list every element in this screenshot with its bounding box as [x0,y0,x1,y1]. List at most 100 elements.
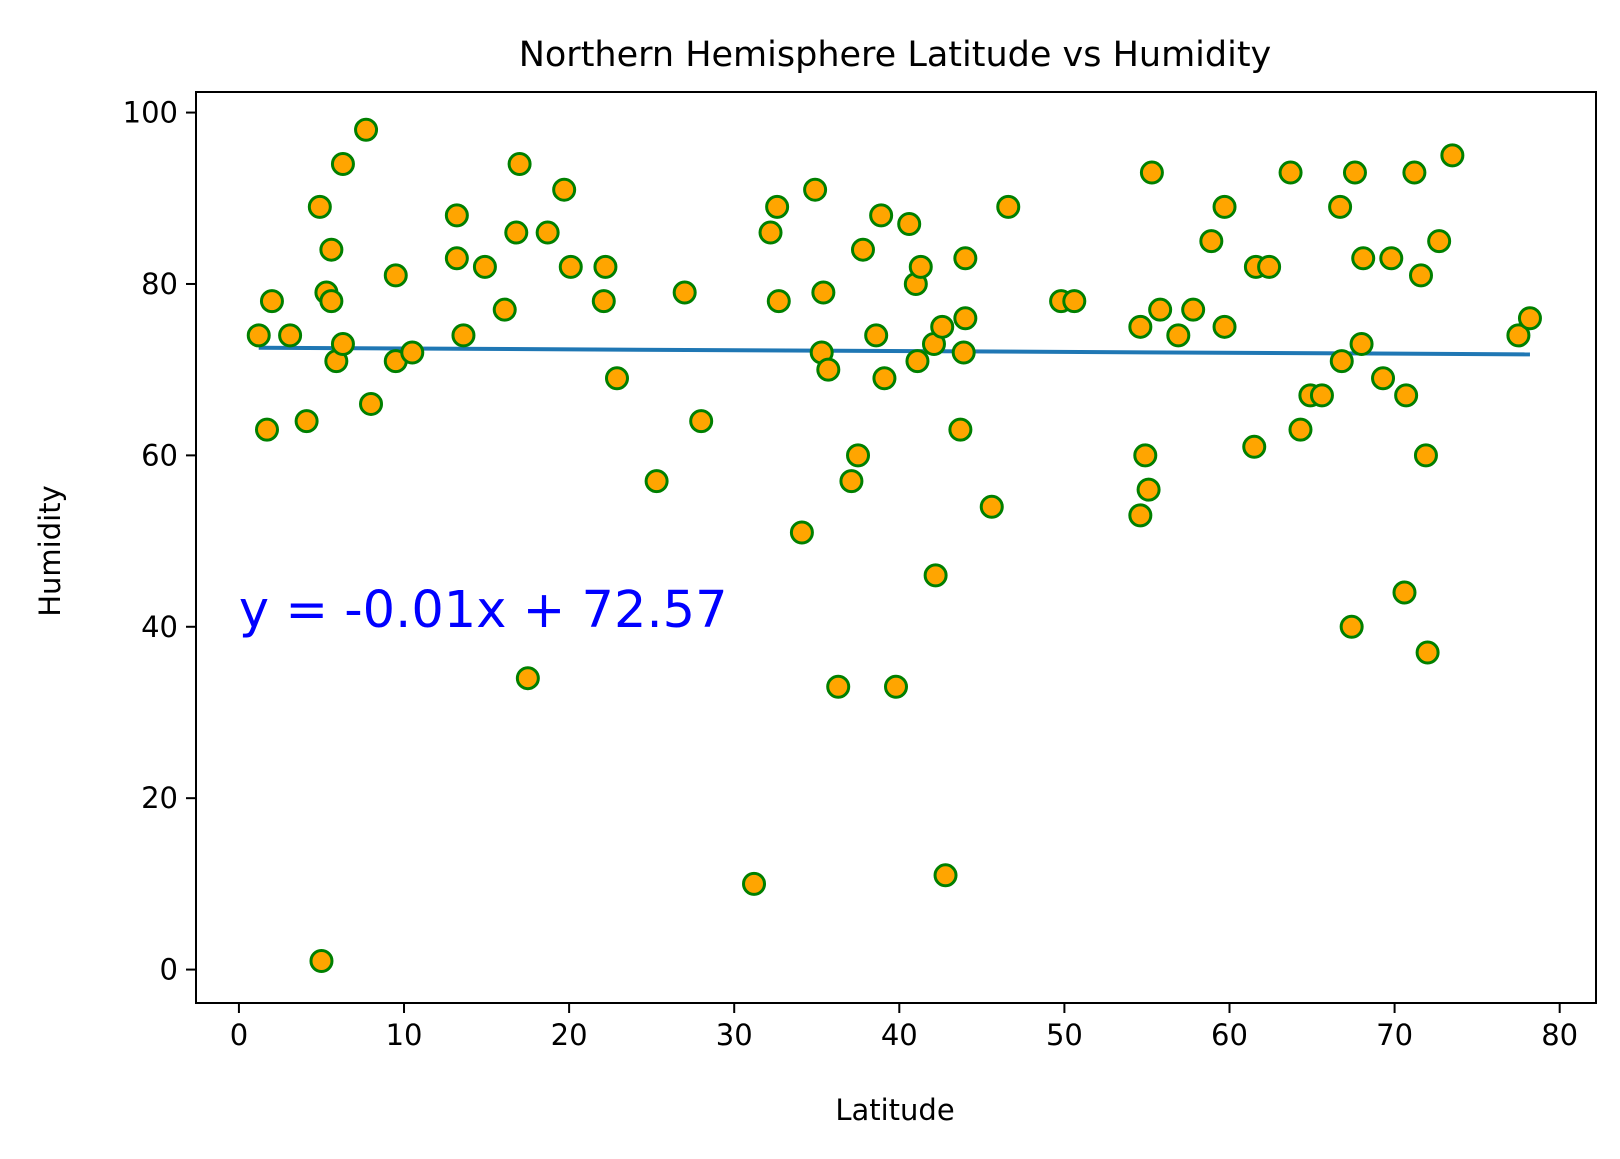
scatter-point [330,331,355,356]
scatter-point [1139,160,1164,185]
scatter-point [1392,580,1417,605]
scatter-point [930,314,955,339]
scatter-point [354,117,379,142]
scatter-point [246,323,271,348]
scatter-point [908,254,933,279]
scatter-point [507,151,532,176]
scatter-point [742,871,767,896]
x-tick-label: 40 [881,1018,918,1052]
scatter-point [552,177,577,202]
scatter-point [504,220,529,245]
y-tick-label: 100 [123,96,178,130]
scatter-point [1212,194,1237,219]
scatter-point [604,366,629,391]
scatter-point [535,220,560,245]
scatter-point [765,194,790,219]
scatter-point [1413,443,1438,468]
scatter-point [1199,229,1224,254]
scatter-point [951,340,976,365]
scatter-point [1212,314,1237,339]
x-tick-label: 60 [1211,1018,1248,1052]
scatter-point [953,246,978,271]
scatter-point [1379,246,1404,271]
scatter-point [1166,323,1191,348]
x-axis: 0 10 20 30 40 50 60 70 80 [230,1003,1578,1052]
regression-equation: y = -0.01x + 72.57 [239,581,728,640]
scatter-point [826,674,851,699]
scatter-point [319,237,344,262]
scatter-point [1133,443,1158,468]
scatter-point [672,280,697,305]
scatter-point [1329,349,1354,374]
x-tick-label: 30 [716,1018,753,1052]
scatter-point [979,494,1004,519]
scatter-point [330,151,355,176]
scatter-point [811,280,836,305]
scatter-point [644,469,669,494]
scatter-point [689,409,714,434]
scatter-point [309,949,334,974]
scatter-point [897,211,922,236]
scatter-point [1128,314,1153,339]
y-tick-label: 20 [141,781,178,815]
scatter-point [1181,297,1206,322]
scatter-point [400,340,425,365]
scatter-point [816,357,841,382]
y-tick-label: 0 [160,953,178,987]
plot-frame [195,91,1597,1004]
scatter-point [1351,246,1376,271]
scatter-point [1409,263,1433,288]
scatter-point [294,409,319,434]
scatter-point [591,289,616,314]
scatter-point [558,254,583,279]
scatter-point [1440,143,1465,168]
scatter-point [864,323,889,348]
y-axis: 0 20 40 60 80 100 [123,96,196,987]
scatter-point [451,323,476,348]
scatter-point [846,443,871,468]
x-tick-label: 10 [386,1018,423,1052]
scatter-point [359,391,383,416]
scatter-point [1415,640,1440,665]
scatter-point [1257,254,1282,279]
scatter-point [444,203,469,228]
scatter-point [1349,331,1374,356]
scatter-point [803,177,828,202]
scatter-point [492,297,517,322]
scatter-point [254,417,279,442]
scatter-point [1242,434,1267,459]
x-tick-label: 70 [1376,1018,1413,1052]
scatter-point [869,203,894,228]
scatter-point [1506,323,1531,348]
scatter-point [1339,614,1364,639]
scatter-point [1394,383,1419,408]
scatter-point [953,306,978,331]
y-axis-label: Humidity [33,485,67,617]
scatter-point [1309,383,1334,408]
scatter-point [905,349,930,374]
scatter-point [278,323,303,348]
scatter-point [1402,160,1427,185]
x-tick-label: 50 [1046,1018,1083,1052]
scatter-point [444,246,469,271]
scatter-point [948,417,973,442]
x-tick-label: 20 [551,1018,588,1052]
scatter-point [996,194,1021,219]
x-tick-label: 80 [1541,1018,1578,1052]
scatter-point [319,289,344,314]
scatter-point [1342,160,1367,185]
scatter-point [923,563,948,588]
chart-title: Northern Hemisphere Latitude vs Humidity [519,35,1272,75]
scatter-point [850,237,875,262]
scatter-point [1517,306,1542,331]
scatter-point [872,366,897,391]
scatter-point [789,520,814,545]
scatter-point [472,254,497,279]
scatter-point [259,289,284,314]
scatter-point [1427,229,1452,254]
scatter-point [839,469,864,494]
x-axis-label: Latitude [835,1093,954,1127]
scatter-point [1148,297,1173,322]
